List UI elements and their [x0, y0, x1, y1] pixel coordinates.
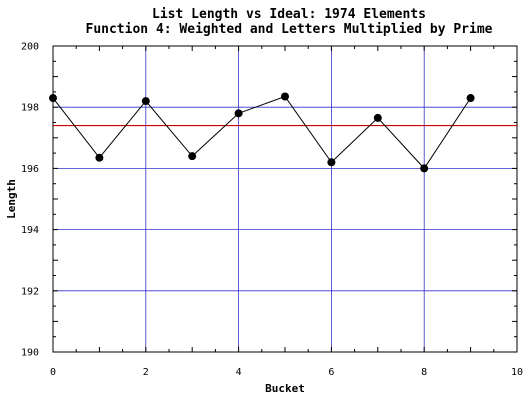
chart-subtitle: Function 4: Weighted and Letters Multipl…: [86, 22, 493, 37]
y-tick-label: 196: [21, 164, 39, 175]
data-point: [49, 94, 57, 103]
data-point: [141, 97, 150, 106]
y-tick-label: 200: [21, 42, 39, 53]
x-tick-label: 6: [328, 367, 334, 378]
grid: [53, 46, 517, 352]
plot-frame: [52, 45, 518, 353]
data-point: [95, 153, 104, 162]
series-line: [52, 95, 472, 170]
y-tick-label: 198: [21, 103, 39, 114]
data-point: [327, 158, 336, 167]
x-tick-label: 4: [236, 367, 242, 378]
y-axis-label: Length: [5, 179, 18, 219]
y-tick-label: 194: [21, 225, 39, 236]
x-tick-label: 10: [511, 367, 523, 378]
data-series: [49, 92, 475, 173]
data-point: [281, 92, 289, 101]
x-tick-label: 0: [50, 367, 56, 378]
data-point: [420, 164, 429, 173]
data-point: [466, 94, 475, 103]
chart-title: List Length vs Ideal: 1974 Elements: [152, 7, 426, 22]
x-axis-label: Bucket: [265, 382, 305, 395]
y-tick-label: 192: [21, 286, 39, 297]
x-tick-label: 8: [421, 367, 427, 378]
data-point: [188, 152, 197, 161]
data-point: [234, 109, 243, 118]
data-point: [373, 113, 382, 122]
x-tick-label: 2: [143, 367, 149, 378]
y-tick-label: 190: [21, 348, 39, 359]
axis-ticks: 0 2 4 6 8 10 190 192 194 196 198 200: [21, 42, 523, 379]
